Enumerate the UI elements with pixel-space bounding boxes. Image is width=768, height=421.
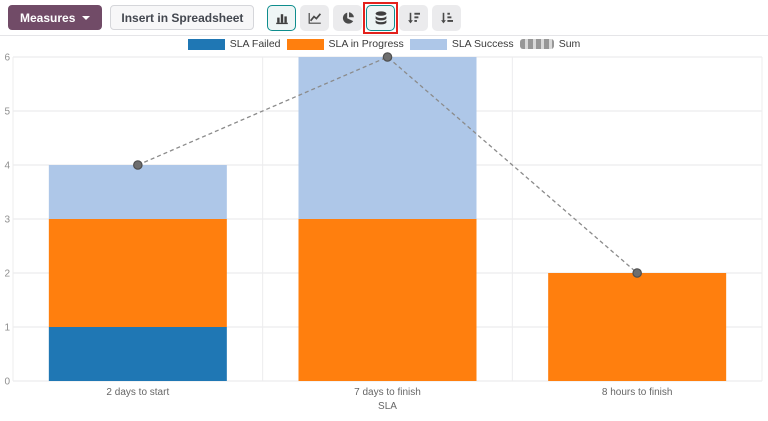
bar-segment-sla-success[interactable] [48, 165, 227, 219]
legend-item-sla-in-progress[interactable]: SLA in Progress [286, 38, 404, 50]
view-mode-button-group [267, 1, 462, 34]
measures-button[interactable]: Measures [8, 5, 103, 30]
sum-line [137, 56, 638, 274]
bar-segment-sla-success[interactable] [298, 57, 477, 219]
y-tick-label: 1 [4, 323, 10, 334]
legend-swatch [409, 38, 447, 50]
bar-chart-button[interactable] [267, 4, 297, 31]
y-tick-label: 0 [4, 377, 10, 388]
bar-segment-sla-in-progress[interactable] [548, 273, 727, 381]
legend-label: SLA Success [451, 38, 514, 50]
line-chart-icon [308, 12, 321, 24]
legend-item-sla-success[interactable]: SLA Success [409, 38, 514, 50]
stacked-database-icon [375, 10, 387, 24]
y-tick-label: 3 [4, 215, 10, 226]
stacked-bar-chart: 0 1 2 3 4 5 6 2 days to start 7 days to finish 8 … [4, 52, 763, 412]
legend-swatch-dashed [519, 39, 554, 49]
bar-chart-icon [276, 13, 288, 24]
sort-ascending-icon [441, 12, 453, 23]
bar-segment-sla-failed[interactable] [48, 327, 227, 381]
legend-item-sla-failed[interactable]: SLA Failed [187, 38, 281, 50]
pie-chart-icon [342, 11, 354, 24]
pie-chart-button[interactable] [333, 4, 363, 31]
legend-label: Sum [558, 38, 581, 50]
insert-in-spreadsheet-button[interactable]: Insert in Spreadsheet [110, 5, 255, 30]
measures-button-label: Measures [20, 10, 76, 25]
legend-swatch [187, 38, 225, 50]
sort-ascending-button[interactable] [432, 4, 462, 31]
bar-segment-sla-in-progress[interactable] [298, 219, 477, 381]
x-category-label: 2 days to start [106, 387, 169, 398]
bar-segment-sla-in-progress[interactable] [48, 219, 227, 327]
sort-descending-icon [408, 12, 420, 23]
line-chart-button[interactable] [300, 4, 330, 31]
chevron-down-icon [82, 15, 91, 20]
chart-legend: SLA Failed SLA in Progress SLA Success Sum [0, 38, 768, 50]
sort-descending-button[interactable] [399, 4, 429, 31]
legend-label: SLA in Progress [328, 38, 404, 50]
x-category-label: 7 days to finish [354, 387, 421, 398]
x-axis-title: SLA [378, 401, 397, 412]
x-category-label: 8 hours to finish [602, 387, 673, 398]
toolbar: Measures Insert in Spreadsheet [0, 0, 768, 36]
y-tick-label: 5 [4, 107, 10, 118]
y-tick-label: 6 [4, 53, 10, 64]
sum-marker[interactable] [133, 160, 143, 170]
stacked-database-button[interactable] [366, 4, 396, 31]
legend-label: SLA Failed [229, 38, 281, 50]
stacked-button-wrapper [363, 1, 399, 34]
legend-item-sum[interactable]: Sum [519, 38, 581, 50]
sum-marker[interactable] [632, 268, 642, 278]
sum-marker[interactable] [382, 52, 393, 62]
y-tick-label: 4 [4, 161, 10, 172]
y-tick-label: 2 [4, 269, 10, 280]
legend-swatch [286, 38, 324, 50]
